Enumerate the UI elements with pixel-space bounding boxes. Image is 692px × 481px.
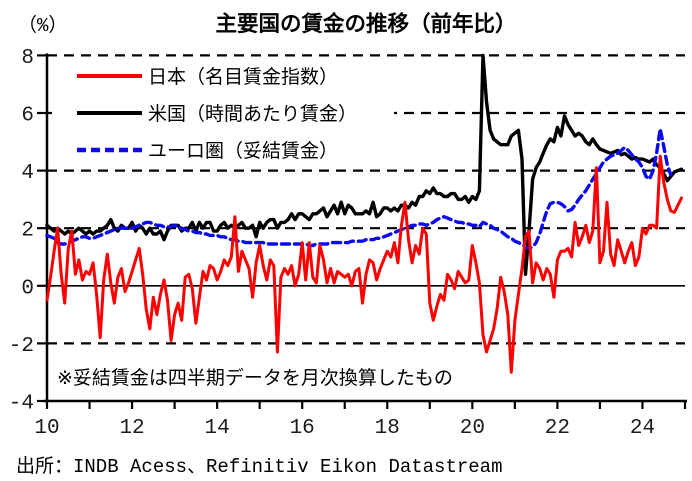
series-euro-line bbox=[45, 127, 673, 251]
footnote: ※妥結賃金は四半期データを月次換算したもの bbox=[57, 367, 453, 389]
x-tick-label-2014: 14 bbox=[205, 417, 230, 440]
source-citation: 出所：INDB Acess、Refinitiv Eikon Datastream bbox=[16, 455, 502, 478]
y-tick-label-8: 8 bbox=[21, 47, 34, 70]
x-tick-label-2020: 20 bbox=[460, 417, 485, 440]
chart-title: 主要国の賃金の推移（前年比） bbox=[215, 11, 516, 36]
legend-background bbox=[52, 62, 394, 159]
y-tick-label--2: -2 bbox=[9, 335, 34, 358]
data-series bbox=[45, 53, 684, 374]
legend-label-euro: ユーロ圏（妥結賃金） bbox=[148, 140, 338, 162]
legend-label-japan: 日本（名目賃金指数） bbox=[148, 66, 338, 88]
legend-label-us: 米国（時間あたり賃金） bbox=[148, 103, 357, 125]
x-tick-label-2012: 12 bbox=[119, 417, 144, 440]
axis-ticks bbox=[37, 54, 687, 409]
x-tick-label-2010: 10 bbox=[34, 417, 59, 440]
y-tick-label-2: 2 bbox=[21, 220, 34, 243]
x-tick-label-2024: 24 bbox=[630, 417, 655, 440]
y-tick-label--4: -4 bbox=[9, 393, 34, 416]
y-axis-unit-label: （%） bbox=[18, 14, 67, 37]
x-tick-label-2018: 18 bbox=[375, 417, 400, 440]
legend: 日本（名目賃金指数） 米国（時間あたり賃金） ユーロ圏（妥結賃金） bbox=[52, 62, 394, 162]
x-tick-label-2016: 16 bbox=[290, 417, 315, 440]
x-tick-label-2022: 22 bbox=[545, 417, 570, 440]
series-japan-line bbox=[45, 154, 683, 374]
series-us-line bbox=[45, 53, 684, 276]
y-tick-label-6: 6 bbox=[21, 105, 34, 128]
y-tick-label-4: 4 bbox=[21, 162, 34, 185]
y-tick-label-0: 0 bbox=[21, 277, 34, 300]
